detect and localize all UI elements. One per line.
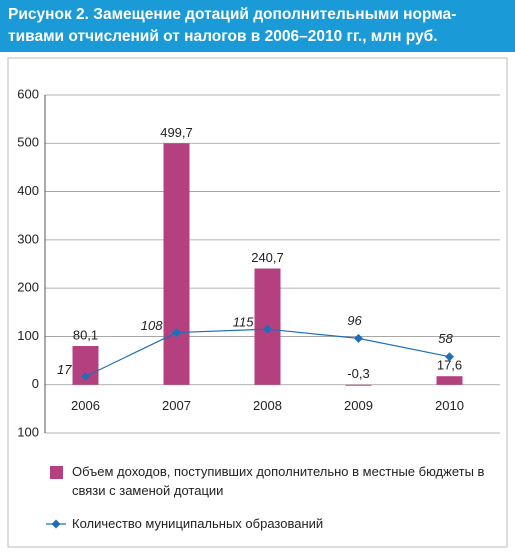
value-label: -0,3 [347,366,369,381]
frame [7,57,508,548]
y-tick-label: 500 [17,135,39,150]
line-value-label: 17 [57,362,72,377]
chart-title: Рисунок 2. Замещение дотаций дополнитель… [8,6,456,23]
title-band [0,0,515,52]
line-value-label: 96 [347,313,362,328]
line-value-label: 58 [438,331,453,346]
y-tick-label: 200 [17,280,39,295]
line-marker [445,352,454,362]
line-marker [354,333,363,343]
x-tick-label: 2008 [253,398,282,413]
y-tick-label: 300 [17,231,39,246]
legend-swatch [51,519,61,529]
line-value-label: 108 [141,318,163,333]
y-tick-label: 100 [17,328,39,343]
value-label: 499,7 [160,125,193,140]
value-label: 80,1 [73,327,98,342]
x-tick-label: 2006 [71,398,100,413]
line-value-label: 115 [233,315,254,330]
line-marker [81,372,90,382]
bar [345,384,372,386]
legend-entry: Объем доходов, поступивших дополнительно… [72,464,485,498]
x-tick-label: 2007 [162,398,191,413]
y-tick-label: 0 [32,376,39,391]
y-tick-label: 600 [17,86,39,101]
value-label: 17,6 [437,358,462,373]
x-tick-label: 2010 [435,398,464,413]
line-marker [172,328,181,338]
legend-entry: Количество муниципальных образований [72,516,324,531]
y-tick-label: 400 [17,183,39,198]
value-label: 240,7 [251,250,284,265]
legend-label: Количество муниципальных образований [72,516,324,531]
chart-title: тивами отчислений от налогов в 2006–2010… [8,28,438,45]
x-tick-label: 2009 [344,398,373,413]
y-tick-label: 100 [17,424,39,439]
bar [436,376,463,385]
legend-label: Объем доходов, поступивших дополнительно… [72,464,485,498]
legend-swatch [50,466,63,479]
line-marker [263,324,272,334]
bar [163,143,190,385]
